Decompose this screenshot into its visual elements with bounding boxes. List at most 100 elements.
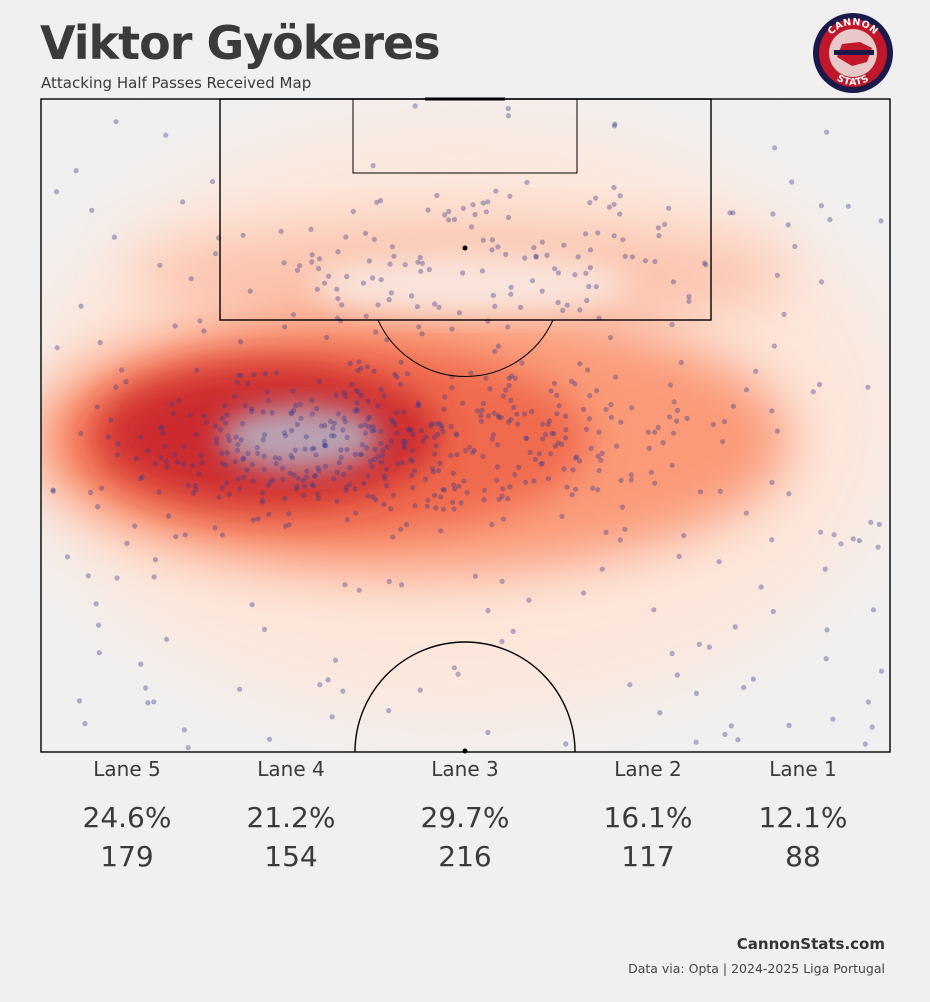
pass-point: [549, 430, 555, 436]
pass-point: [358, 392, 364, 399]
pass-point: [316, 265, 322, 272]
pass-point: [234, 379, 241, 385]
pass-point: [442, 212, 448, 218]
pass-point: [495, 244, 501, 250]
page-subtitle: Attacking Half Passes Received Map: [41, 74, 312, 92]
pass-point: [856, 538, 863, 544]
pass-point: [450, 499, 456, 505]
pass-point: [878, 218, 884, 224]
pass-point: [294, 267, 300, 273]
pass-point: [538, 461, 544, 467]
pass-point: [410, 447, 416, 453]
pass-point: [398, 359, 404, 365]
pass-point: [416, 324, 422, 330]
pass-point: [703, 262, 709, 268]
pass-point: [340, 427, 346, 433]
pass-point: [281, 260, 287, 266]
pass-point: [241, 455, 247, 461]
pass-point: [341, 415, 347, 421]
pass-point: [471, 447, 477, 453]
pass-point: [203, 420, 209, 426]
pass-point: [280, 476, 286, 483]
pass-point: [353, 387, 360, 393]
pass-point: [316, 378, 322, 384]
pass-point: [201, 328, 207, 334]
pass-point: [480, 200, 486, 206]
pass-point: [655, 225, 662, 231]
pass-point: [281, 430, 287, 436]
pass-point: [506, 383, 512, 389]
pass-point: [391, 253, 397, 259]
pass-point: [322, 423, 328, 429]
pass-point: [372, 497, 379, 503]
data-source: Data via: Opta | 2024-2025 Liga Portugal: [628, 961, 885, 976]
pass-point: [495, 413, 501, 419]
pass-point: [489, 247, 495, 253]
pass-point: [343, 484, 349, 490]
pass-point: [95, 622, 102, 628]
pass-point: [370, 424, 376, 430]
pass-point: [409, 293, 415, 299]
pass-point: [686, 298, 692, 304]
pass-point: [303, 434, 309, 440]
pass-point: [524, 435, 530, 441]
pass-point: [505, 214, 512, 220]
logo-bottom-text: STATS: [835, 73, 871, 88]
pass-point: [259, 499, 265, 505]
pass-point: [480, 400, 487, 406]
pass-point: [383, 466, 390, 472]
pass-point: [339, 302, 345, 308]
pass-point: [771, 343, 777, 349]
pass-point: [869, 724, 875, 730]
pass-point: [508, 417, 514, 423]
pass-point: [219, 532, 225, 538]
pass-point: [508, 397, 514, 404]
pass-point: [201, 413, 207, 419]
pass-point: [423, 476, 429, 482]
pass-point: [289, 427, 295, 434]
pass-point: [384, 444, 390, 450]
pass-point: [599, 566, 605, 572]
pass-point: [370, 275, 376, 281]
pass-point: [180, 199, 186, 205]
pass-point: [344, 434, 350, 441]
pass-point: [507, 193, 513, 199]
pass-point: [172, 452, 178, 458]
pass-point: [94, 404, 100, 410]
pass-point: [401, 438, 407, 444]
pass-point: [238, 372, 244, 378]
pass-point: [290, 312, 296, 318]
pass-point: [506, 419, 512, 425]
pass-point: [255, 516, 261, 522]
pass-point: [614, 443, 620, 449]
pass-point: [289, 410, 295, 416]
pass-point: [358, 365, 364, 371]
pass-point: [322, 463, 329, 469]
pass-point: [480, 237, 486, 243]
pass-point: [570, 467, 576, 473]
pass-point: [622, 253, 628, 259]
pass-point: [399, 459, 405, 465]
pass-point: [405, 371, 411, 377]
pass-point: [503, 251, 509, 257]
pass-point: [364, 445, 370, 451]
pass-point: [223, 480, 229, 486]
pass-point: [283, 523, 289, 529]
pass-point: [499, 578, 505, 584]
pass-point: [341, 390, 347, 396]
pass-point: [433, 443, 439, 449]
pass-point: [426, 266, 432, 273]
pass-point: [645, 429, 651, 435]
pass-point: [193, 483, 199, 489]
pass-point: [232, 459, 238, 465]
pass-point: [291, 472, 297, 478]
pass-point: [554, 392, 560, 398]
pass-point: [219, 485, 225, 491]
pass-point: [379, 453, 385, 459]
pass-point: [651, 607, 657, 613]
pass-point: [294, 421, 300, 428]
pass-point: [555, 299, 561, 306]
pass-point: [505, 324, 511, 330]
pass-point: [255, 450, 261, 456]
pass-point: [612, 121, 618, 127]
